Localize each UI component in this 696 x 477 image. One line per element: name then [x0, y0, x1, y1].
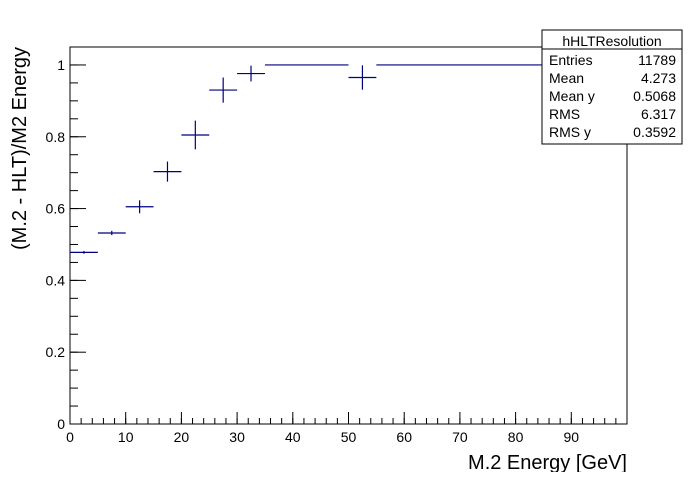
stats-mean-label: Mean [549, 70, 584, 86]
x-tick-label: 30 [229, 429, 245, 445]
x-tick-label: 90 [564, 429, 580, 445]
x-axis-label: M.2 Energy [GeV] [468, 452, 627, 472]
stats-mean-y-value: 0.5068 [633, 88, 676, 104]
data-point [125, 200, 154, 214]
x-tick-label: 40 [285, 429, 301, 445]
x-tick-label: 20 [174, 429, 190, 445]
y-tick-label: 0.2 [46, 344, 66, 360]
stats-rms-y-value: 0.3592 [633, 124, 676, 140]
data-point [70, 250, 98, 254]
x-tick-label: 80 [508, 429, 524, 445]
x-tick-label: 70 [452, 429, 468, 445]
x-tick-label: 10 [118, 429, 134, 445]
y-axis-label: (M.2 - HLT)/M2 Energy [9, 47, 31, 250]
data-point [209, 77, 238, 103]
data-point [97, 230, 126, 236]
y-tick-label: 0.8 [46, 129, 66, 145]
y-tick-label: 0.4 [46, 272, 66, 288]
y-tick-label: 0.6 [46, 201, 66, 217]
y-tick-label: 1 [57, 57, 65, 73]
data-point [237, 65, 265, 82]
y-tick-label: 0 [57, 416, 65, 432]
stats-rms-value: 6.317 [641, 106, 676, 122]
x-tick-label: 60 [396, 429, 412, 445]
stats-rms-y-label: RMS y [549, 124, 591, 140]
stats-box: hHLTResolution Entries 11789 Mean 4.273 … [541, 29, 683, 145]
stats-rms-label: RMS [549, 106, 580, 122]
data-point [348, 65, 377, 90]
x-tick-label: 0 [66, 429, 74, 445]
stats-box-title: hHLTResolution [562, 33, 661, 49]
stats-entries-value: 11789 [638, 52, 676, 68]
data-point [181, 120, 210, 150]
stats-mean-y-label: Mean y [549, 88, 595, 104]
stats-mean-value: 4.273 [641, 70, 676, 86]
axes: 0 10 20 30 40 50 60 70 80 90 0 0.2 0.4 0.6 0.8 1 [46, 46, 628, 445]
x-tick-label: 50 [341, 429, 357, 445]
data-point [153, 161, 182, 182]
stats-entries-label: Entries [549, 52, 593, 68]
